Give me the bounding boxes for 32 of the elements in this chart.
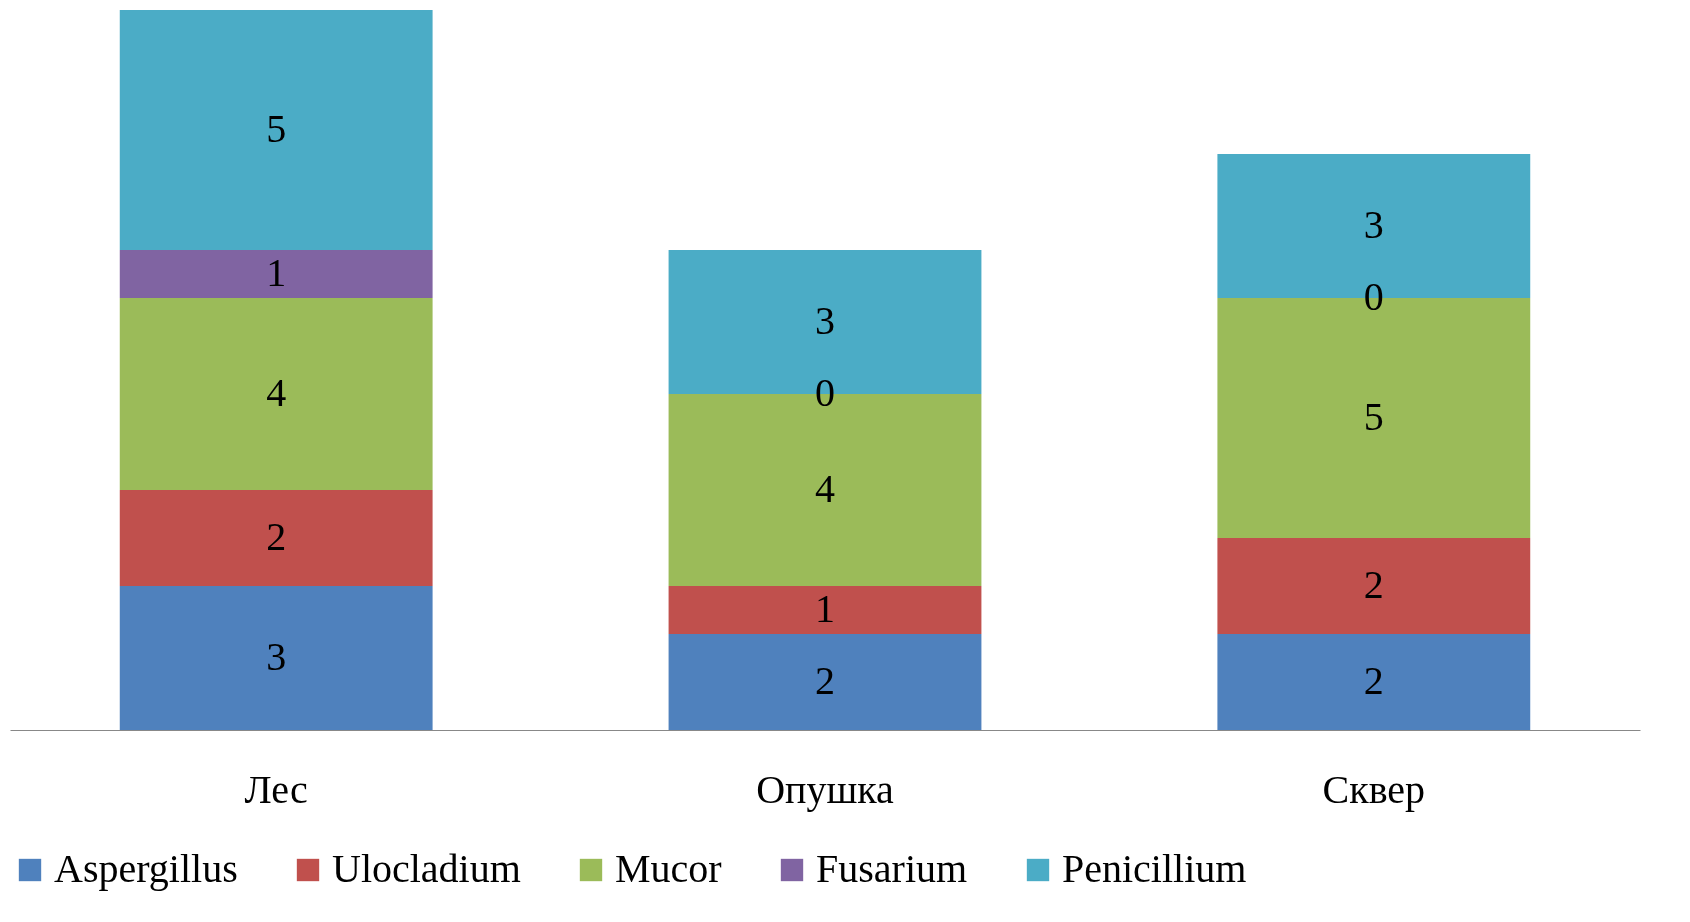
data-label: 4: [266, 370, 287, 415]
bar: [1217, 538, 1531, 634]
bar: [668, 634, 982, 730]
data-label: 3: [815, 298, 835, 343]
data-label: 3: [266, 634, 287, 679]
bar: [119, 490, 433, 586]
data-label: 4: [815, 466, 835, 511]
bar: [119, 586, 433, 730]
legend-label: Fusarium: [816, 846, 968, 891]
bar: [119, 298, 433, 490]
bar: [119, 250, 433, 298]
legend-label: Mucor: [615, 846, 722, 891]
data-label: 2: [1363, 562, 1384, 607]
x-tick-label: Опушка: [756, 766, 895, 812]
data-label: 5: [266, 106, 287, 151]
data-label: 0: [1363, 274, 1384, 319]
data-label: 5: [1363, 394, 1384, 439]
x-tick-label: Лес: [244, 766, 308, 812]
data-label: 0: [815, 370, 835, 415]
data-label: 2: [266, 514, 287, 559]
data-label: 2: [815, 658, 835, 703]
bar: [119, 10, 433, 250]
data-label: 3: [1363, 202, 1384, 247]
x-tick-label: Сквер: [1322, 766, 1426, 812]
bar: [668, 586, 982, 634]
legend-label: Ulocladium: [332, 846, 521, 891]
legend-label: Penicillium: [1062, 846, 1247, 891]
data-label: 1: [266, 250, 287, 295]
legend-label: Aspergillus: [54, 846, 238, 891]
data-label: 1: [815, 586, 835, 631]
bar: [1217, 634, 1531, 730]
data-label: 2: [1363, 658, 1384, 703]
